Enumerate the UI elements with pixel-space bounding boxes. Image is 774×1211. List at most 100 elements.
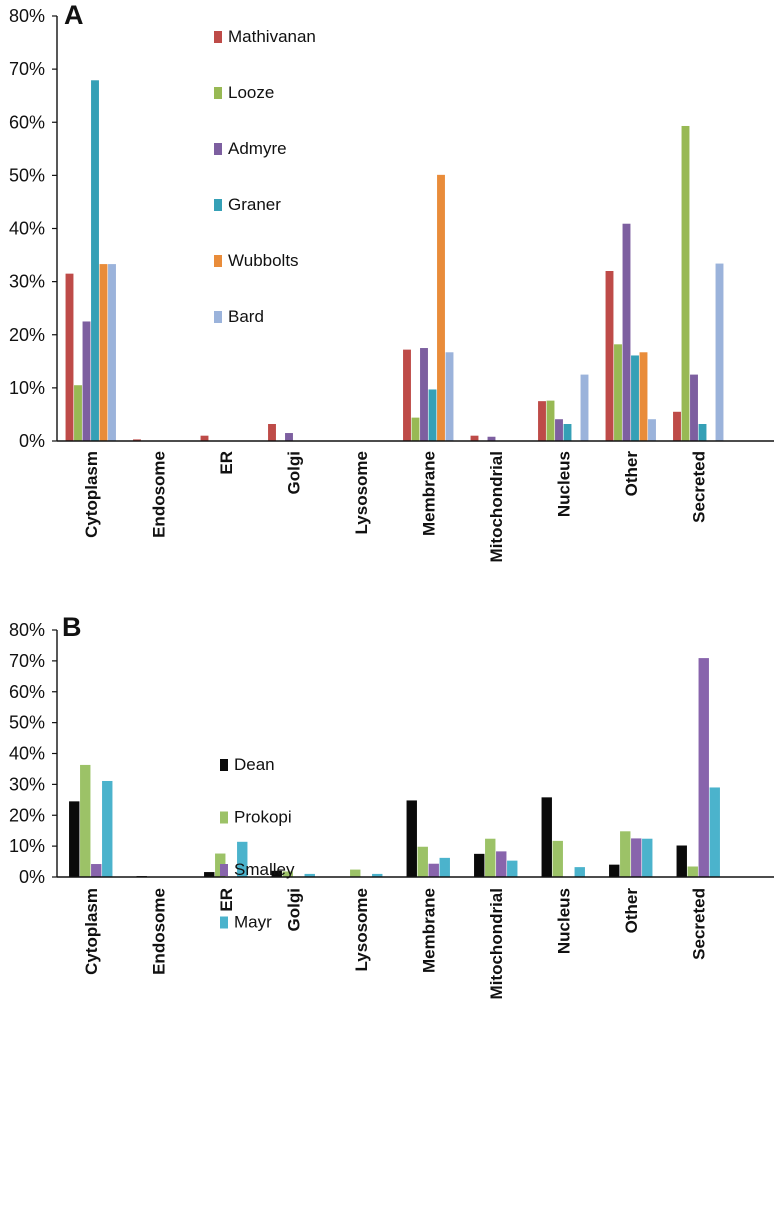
bar-graner-cytoplasm [91, 80, 99, 441]
y-tick-label: 40% [9, 219, 45, 239]
bar-prokopi-secreted [687, 866, 698, 877]
legend-swatch-looze [214, 87, 222, 99]
bar-admyre-nucleus [555, 419, 563, 441]
legend-swatch-dean [220, 759, 228, 771]
bar-looze-cytoplasm [74, 385, 82, 441]
x-category-label: Nucleus [554, 451, 573, 517]
bar-admyre-other [622, 223, 631, 441]
x-category-label: Lysosome [352, 451, 371, 534]
bar-admyre-golgi [285, 433, 293, 441]
x-category-label: Membrane [419, 451, 438, 536]
bar-prokopi-golgi [282, 871, 293, 877]
y-tick-label: 60% [9, 682, 45, 702]
bar-dean-membrane [406, 800, 417, 877]
bar-bard-other [648, 419, 656, 441]
x-category-label: Secreted [689, 451, 708, 523]
x-category-label: Endosome [149, 451, 168, 538]
panel-label-b: B [62, 612, 82, 642]
bar-dean-cytoplasm [69, 801, 80, 877]
x-category-label: Secreted [689, 888, 708, 960]
bar-prokopi-lysosome [350, 869, 361, 877]
bar-dean-nucleus [541, 797, 552, 877]
bar-mayr-cytoplasm [102, 780, 113, 877]
legend-swatch-mayr [220, 916, 228, 929]
y-tick-label: 60% [9, 112, 45, 132]
x-category-label: Membrane [419, 888, 438, 973]
y-tick-label: 10% [9, 378, 45, 398]
bar-mathivanan-golgi [268, 424, 276, 441]
bar-mathivanan-er [200, 435, 209, 441]
y-tick-label: 20% [9, 805, 45, 825]
x-category-label: ER [217, 888, 236, 912]
bar-mayr-lysosome [372, 873, 383, 877]
y-tick-label: 70% [9, 59, 45, 79]
bar-wubbolts-membrane [437, 174, 445, 441]
y-tick-label: 30% [9, 272, 45, 292]
bar-smalley-other [631, 838, 642, 877]
bar-wubbolts-cytoplasm [99, 264, 108, 441]
legend-swatch-bard [214, 311, 222, 323]
bar-mathivanan-secreted [673, 411, 681, 441]
y-tick-label: 10% [9, 836, 45, 856]
legend-swatch-smalley [220, 864, 228, 876]
x-category-label: Mitochondrial [487, 451, 506, 562]
bar-looze-nucleus [546, 400, 555, 441]
legend-swatch-mathivanan [214, 31, 222, 43]
legend-swatch-wubbolts [214, 255, 222, 267]
y-tick-label: 40% [9, 744, 45, 764]
legend-swatch-admyre [214, 143, 222, 155]
y-tick-label: 50% [9, 165, 45, 185]
bar-looze-secreted [681, 125, 690, 441]
bar-prokopi-cytoplasm [80, 764, 91, 877]
bar-admyre-membrane [420, 348, 428, 441]
panel-label-a: A [64, 0, 84, 30]
x-category-label: Golgi [284, 451, 303, 494]
bar-mathivanan-cytoplasm [65, 273, 74, 441]
y-tick-label: 0% [19, 867, 45, 887]
bar-mathivanan-endosome [133, 439, 141, 441]
legend-label-admyre: Admyre [228, 139, 287, 158]
bar-dean-golgi [271, 870, 282, 877]
legend-label-bard: Bard [228, 307, 264, 326]
panel-a-chart: A 0% 10% 20% 30% 40% 50% 60% 70% 80% Cytoplasm Endo… [9, 0, 774, 562]
legend-label-smalley: Smalley [234, 860, 295, 879]
bar-mayr-golgi [304, 873, 315, 877]
bar-admyre-mitochondrial [487, 436, 496, 441]
y-tick-label: 70% [9, 651, 45, 671]
bar-mathivanan-membrane [403, 349, 411, 441]
x-category-label: ER [217, 451, 236, 475]
y-tick-label: 80% [9, 6, 45, 26]
panel-b-chart: B 0% 10% 20% 30% 40% 50% 60% 70% 80% Cytoplasm Endo… [9, 612, 774, 999]
bar-dean-er [204, 872, 215, 877]
bar-bard-secreted [715, 263, 724, 441]
bar-bard-nucleus [580, 374, 589, 441]
bar-prokopi-mitochondrial [485, 838, 496, 877]
bar-dean-secreted [676, 845, 687, 877]
bar-mathivanan-mitochondrial [470, 435, 479, 441]
bar-smalley-cytoplasm [91, 864, 102, 877]
bar-bard-membrane [445, 352, 454, 441]
legend-label-looze: Looze [228, 83, 274, 102]
x-category-label: Cytoplasm [82, 888, 101, 975]
bar-smalley-membrane [428, 863, 439, 877]
y-tick-label: 0% [19, 431, 45, 451]
bar-graner-nucleus [563, 424, 572, 441]
y-tick-label: 50% [9, 713, 45, 733]
x-category-label: Mitochondrial [487, 888, 506, 999]
legend-label-dean: Dean [234, 755, 275, 774]
y-tick-label: 30% [9, 774, 45, 794]
legend-label-prokopi: Prokopi [234, 808, 292, 827]
bar-smalley-secreted [698, 658, 709, 877]
x-category-label: Golgi [284, 888, 303, 931]
bar-looze-other [614, 344, 622, 441]
bar-mayr-mitochondrial [507, 860, 518, 877]
bar-graner-secreted [698, 424, 707, 441]
bar-mayr-membrane [439, 857, 450, 877]
bar-looze-membrane [411, 417, 420, 441]
bar-dean-mitochondrial [474, 853, 485, 877]
x-category-label: Lysosome [352, 888, 371, 971]
bar-graner-membrane [428, 389, 437, 441]
legend-label-wubbolts: Wubbolts [228, 251, 299, 270]
bar-admyre-cytoplasm [82, 321, 91, 441]
